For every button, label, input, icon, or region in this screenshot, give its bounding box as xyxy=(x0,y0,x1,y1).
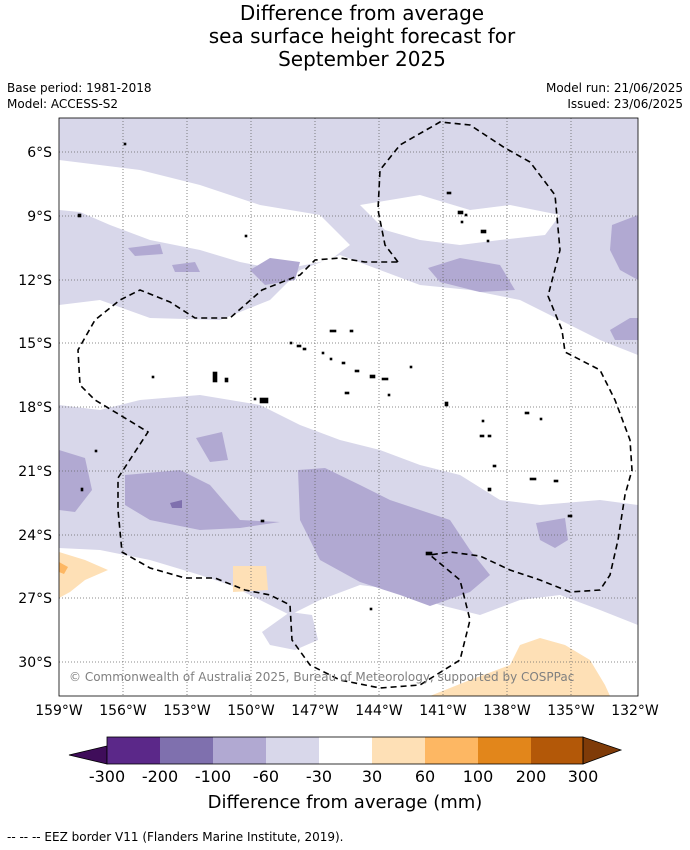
longitude-labels: 159°W 156°W 153°W 150°W 147°W 144°W 141°… xyxy=(35,703,659,719)
map-fields xyxy=(59,118,638,696)
base-period: Base period: 1981-2018 xyxy=(7,81,152,95)
issued-date: Issued: 23/06/2025 xyxy=(567,97,683,111)
colorbar-low-extend xyxy=(68,745,108,765)
anomaly-patch-dark-1 xyxy=(170,500,182,508)
colorbar-tick: 60 xyxy=(414,767,436,786)
colorbar-swatch xyxy=(425,737,478,764)
anomaly-patch-medium-4 xyxy=(172,262,200,272)
lat-label: 27°S xyxy=(18,591,52,607)
lon-label: 138°W xyxy=(483,703,531,719)
anomaly-gap-north-east xyxy=(360,195,560,245)
colorbar-tick: 30 xyxy=(361,767,383,786)
eez-border xyxy=(77,121,633,689)
lon-label: 147°W xyxy=(291,703,339,719)
anomaly-patch-medium-2 xyxy=(428,258,515,292)
meta-left: Base period: 1981-2018 Model: ACCESS-S2 xyxy=(7,80,152,112)
anomaly-patch-medium-5 xyxy=(610,215,638,280)
colorbar-tick: 200 xyxy=(515,767,547,786)
lon-label: 141°W xyxy=(419,703,467,719)
islands xyxy=(77,142,573,611)
colorbar-swatch xyxy=(266,737,319,764)
map-title: Difference from average sea surface heig… xyxy=(0,2,690,71)
lat-label: 24°S xyxy=(18,528,52,544)
lat-label: 21°S xyxy=(18,464,52,480)
map-frame xyxy=(58,117,639,697)
colorbar-tick: -200 xyxy=(141,767,179,786)
colorbar-high-extend xyxy=(582,736,623,765)
title-line-3: September 2025 xyxy=(278,47,446,71)
lon-label: 156°W xyxy=(99,703,147,719)
lat-label: 18°S xyxy=(18,400,52,416)
colorbar-swatch xyxy=(531,737,583,764)
eez-legend-note: -- -- -- EEZ border V11 (Flanders Marine… xyxy=(7,830,344,844)
anomaly-patch-orange-2 xyxy=(59,562,68,574)
colorbar-tick: 100 xyxy=(462,767,494,786)
colorbar-swatch xyxy=(319,737,372,764)
anomaly-band-light-north xyxy=(59,118,638,355)
anomaly-patch-light-south xyxy=(262,612,318,650)
anomaly-patch-medium-9 xyxy=(125,470,280,530)
anomaly-patch-medium-10 xyxy=(298,468,490,606)
colorbar-swatch xyxy=(478,737,531,764)
lon-label: 144°W xyxy=(355,703,403,719)
model-run: Model run: 21/06/2025 xyxy=(545,81,683,95)
lon-label: 153°W xyxy=(163,703,211,719)
lat-label: 30°S xyxy=(18,655,52,671)
lon-label: 159°W xyxy=(35,703,83,719)
latitude-labels: 6°S 9°S 12°S 15°S 18°S 21°S 24°S 27°S 30… xyxy=(18,145,52,671)
colorbar-label: Difference from average (mm) xyxy=(207,792,483,813)
anomaly-patch-medium-1 xyxy=(250,258,300,285)
anomaly-patch-orange-4 xyxy=(430,638,610,696)
anomaly-patch-medium-7 xyxy=(196,432,228,462)
title-line-1: Difference from average xyxy=(239,1,485,25)
anomaly-gap-north xyxy=(59,160,350,270)
anomaly-patch-medium-6 xyxy=(610,318,638,340)
title-line-2: sea surface height forecast for xyxy=(208,24,516,48)
anomaly-patch-medium-3 xyxy=(128,244,163,256)
colorbar xyxy=(68,736,623,765)
colorbar-swatch xyxy=(160,737,213,764)
lat-label: 12°S xyxy=(18,273,52,289)
lat-label: 6°S xyxy=(27,145,52,161)
colorbar-tick: -30 xyxy=(305,767,333,786)
anomaly-patch-medium-8 xyxy=(59,450,92,512)
anomaly-patch-orange-1 xyxy=(59,552,108,598)
colorbar-tick: -60 xyxy=(252,767,280,786)
meta-right: Model run: 21/06/2025 Issued: 23/06/2025 xyxy=(546,80,683,112)
gridlines xyxy=(59,118,638,696)
colorbar-tick: -100 xyxy=(194,767,232,786)
colorbar-tick: 300 xyxy=(567,767,599,786)
colorbar-swatch xyxy=(213,737,266,764)
lon-label: 135°W xyxy=(547,703,595,719)
lon-label: 132°W xyxy=(611,703,659,719)
lat-label: 15°S xyxy=(18,336,52,352)
anomaly-patch-medium-11 xyxy=(536,518,568,548)
colorbar-swatch xyxy=(372,737,425,764)
colorbar-outline xyxy=(106,736,584,765)
copyright-notice: © Commonwealth of Australia 2025, Bureau… xyxy=(69,670,574,684)
colorbar-swatch xyxy=(107,737,160,764)
anomaly-patch-orange-3 xyxy=(233,566,268,592)
lon-label: 150°W xyxy=(227,703,275,719)
colorbar-tick: -300 xyxy=(88,767,126,786)
lat-label: 9°S xyxy=(27,209,52,225)
model-name: Model: ACCESS-S2 xyxy=(7,97,119,111)
